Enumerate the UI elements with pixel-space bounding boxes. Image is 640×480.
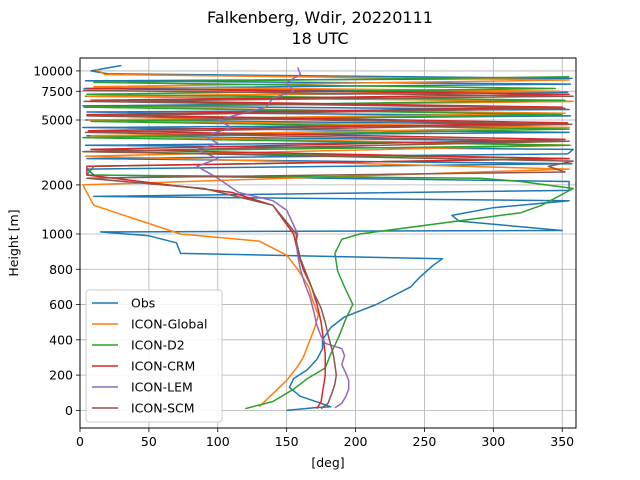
y-tick-label: 600 bbox=[49, 297, 73, 312]
series-line-icon-global bbox=[82, 68, 574, 408]
series-line-icon-crm bbox=[86, 87, 570, 409]
y-ticks: 0 200 400 600 800 1000 2000 5000 7500 10000 bbox=[33, 63, 80, 418]
plot-area bbox=[82, 64, 574, 412]
y-tick-label: 800 bbox=[49, 262, 73, 277]
y-tick-label: 7500 bbox=[41, 84, 73, 99]
y-tick-label: 400 bbox=[49, 332, 73, 347]
legend: Obs ICON-Global ICON-D2 ICON-CRM ICON-LEM ICO… bbox=[85, 289, 223, 423]
chart-title: Falkenberg, Wdir, 20220111 bbox=[207, 8, 433, 27]
x-tick-label: 0 bbox=[76, 434, 84, 449]
x-tick-label: 300 bbox=[481, 434, 505, 449]
series-line-icon-scm bbox=[82, 89, 574, 410]
legend-label: ICON-SCM bbox=[131, 401, 195, 416]
y-tick-label: 0 bbox=[65, 403, 73, 418]
x-axis-label: [deg] bbox=[311, 455, 344, 470]
legend-label: Obs bbox=[131, 296, 155, 311]
legend-box bbox=[85, 289, 223, 423]
x-tick-label: 350 bbox=[550, 434, 574, 449]
legend-label: ICON-CRM bbox=[131, 359, 195, 374]
y-tick-label: 5000 bbox=[41, 113, 73, 128]
legend-label: ICON-Global bbox=[131, 317, 207, 332]
x-ticks: 0 50 100 150 200 250 300 350 bbox=[76, 428, 574, 449]
axes-frame bbox=[79, 57, 577, 429]
x-tick-label: 150 bbox=[275, 434, 299, 449]
x-tick-label: 50 bbox=[141, 434, 157, 449]
y-tick-label: 2000 bbox=[41, 177, 73, 192]
y-tick-label: 10000 bbox=[33, 63, 73, 78]
y-axis-label: Height [m] bbox=[6, 209, 21, 276]
legend-label: ICON-D2 bbox=[131, 338, 185, 353]
y-tick-label: 200 bbox=[49, 368, 73, 383]
x-tick-label: 250 bbox=[413, 434, 437, 449]
x-tick-label: 200 bbox=[344, 434, 368, 449]
legend-label: ICON-LEM bbox=[131, 380, 193, 395]
x-tick-label: 100 bbox=[206, 434, 230, 449]
y-tick-label: 1000 bbox=[41, 227, 73, 242]
chart-subtitle: 18 UTC bbox=[291, 29, 348, 48]
